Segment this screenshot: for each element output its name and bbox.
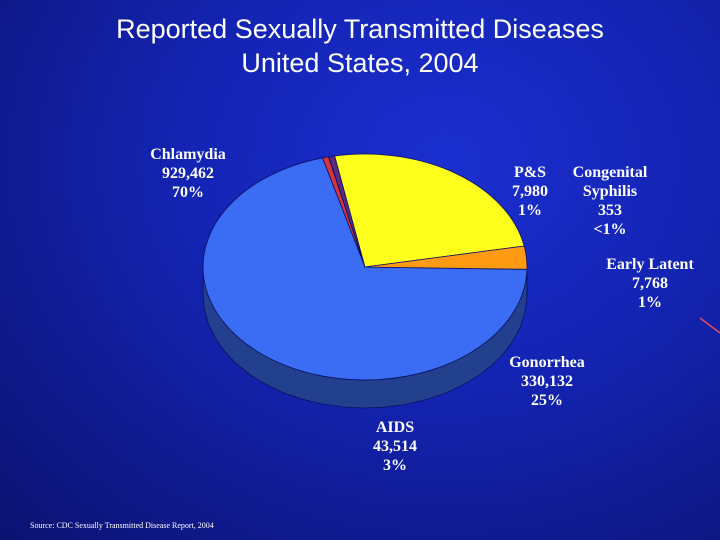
label-aids-value: 43,514: [373, 438, 417, 455]
label-ps: P&S 7,980 1%: [498, 163, 562, 220]
pie-slice-0: [202, 157, 528, 381]
label-ps-value: 7,980: [512, 183, 548, 200]
label-congenital-syphilis: Congenital Syphilis 353 <1%: [554, 163, 666, 239]
label-aids-percent: 3%: [383, 457, 407, 474]
label-chlamydia-name: Chlamydia: [150, 146, 226, 163]
label-early-latent: Early Latent 7,768 1%: [592, 255, 708, 312]
label-gonorrhea-percent: 25%: [531, 392, 563, 409]
label-gonorrhea-value: 330,132: [521, 373, 573, 390]
label-congenital-syphilis-name: Congenital Syphilis: [572, 164, 648, 200]
label-early-latent-percent: 1%: [638, 294, 662, 311]
label-aids: AIDS 43,514 3%: [350, 418, 440, 475]
label-early-latent-value: 7,768: [632, 275, 668, 292]
label-aids-name: AIDS: [375, 419, 415, 436]
label-chlamydia-value: 929,462: [162, 165, 214, 182]
pie-slice-4: [334, 153, 525, 268]
chart-title: Reported Sexually Transmitted Diseases U…: [0, 12, 720, 80]
label-chlamydia: Chlamydia 929,462 70%: [128, 145, 248, 202]
pie-tops: [202, 153, 528, 381]
chart-title-line-1: Reported Sexually Transmitted Diseases: [116, 14, 604, 44]
label-chlamydia-percent: 70%: [172, 184, 204, 201]
label-gonorrhea: Gonorrhea 330,132 25%: [492, 353, 602, 410]
label-ps-name: P&S: [514, 164, 546, 181]
pie-slice-5: [364, 245, 528, 270]
label-early-latent-name: Early Latent: [606, 256, 694, 273]
chart-title-line-2: United States, 2004: [241, 48, 479, 78]
label-congenital-syphilis-value: 353: [598, 202, 622, 219]
source-note: Source: CDC Sexually Transmitted Disease…: [30, 521, 214, 530]
label-gonorrhea-name: Gonorrhea: [509, 354, 585, 371]
label-ps-percent: 1%: [518, 202, 542, 219]
label-congenital-syphilis-percent: <1%: [593, 221, 627, 238]
